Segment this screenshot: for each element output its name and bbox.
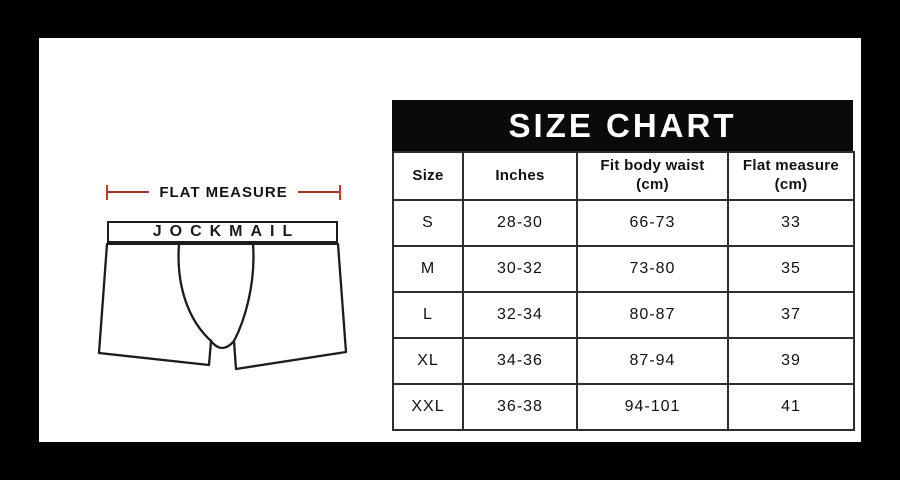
flat-measure-label: FLAT MEASURE xyxy=(159,183,288,201)
flat-measure-cell: 39 xyxy=(727,337,855,385)
table-row-l: L 32-34 80-87 37 xyxy=(392,291,855,339)
measure-tick-left xyxy=(106,184,108,200)
size-cell: S xyxy=(392,199,464,247)
waistband: JOCKMAIL xyxy=(107,221,338,245)
fit-body-waist-cell: 66-73 xyxy=(576,199,729,247)
size-chart-title: SIZE CHART xyxy=(392,100,853,151)
col-header-flat-measure: Flat measure (cm) xyxy=(727,151,855,201)
size-chart-table: Size Inches Fit body waist (cm) Flat mea… xyxy=(392,151,855,431)
flat-measure-cell: 41 xyxy=(727,383,855,431)
table-row-xxl: XXL 36-38 94-101 41 xyxy=(392,383,855,431)
measure-tick-right xyxy=(339,184,342,200)
inches-cell: 34-36 xyxy=(462,337,578,385)
col-header-size: Size xyxy=(392,151,464,201)
measure-line-left xyxy=(108,191,150,193)
boxer-briefs-drawing-icon xyxy=(97,243,348,371)
size-cell: XL xyxy=(392,337,464,385)
table-row-m: M 30-32 73-80 35 xyxy=(392,245,855,293)
flat-measure-cell: 33 xyxy=(727,199,855,247)
size-cell: L xyxy=(392,291,464,339)
table-row-s: S 28-30 66-73 33 xyxy=(392,199,855,247)
header-row: Size Inches Fit body waist (cm) Flat mea… xyxy=(392,151,855,201)
col-header-fit-body-waist: Fit body waist (cm) xyxy=(576,151,729,201)
flat-measure-annotation: FLAT MEASURE xyxy=(106,183,342,201)
inches-cell: 30-32 xyxy=(462,245,578,293)
size-cell: M xyxy=(392,245,464,293)
fit-body-waist-cell: 94-101 xyxy=(576,383,729,431)
brand-logo-text: JOCKMAIL xyxy=(152,223,301,240)
flat-measure-cell: 37 xyxy=(727,291,855,339)
col-header-inches: Inches xyxy=(462,151,578,201)
table-row-xl: XL 34-36 87-94 39 xyxy=(392,337,855,385)
flat-measure-cell: 35 xyxy=(727,245,855,293)
inches-cell: 28-30 xyxy=(462,199,578,247)
size-cell: XXL xyxy=(392,383,464,431)
content-area: FLAT MEASURE JOCKMAIL SIZE CHART Size xyxy=(39,38,861,442)
measure-line-right xyxy=(297,191,340,193)
fit-body-waist-cell: 80-87 xyxy=(576,291,729,339)
inches-cell: 36-38 xyxy=(462,383,578,431)
inches-cell: 32-34 xyxy=(462,291,578,339)
fit-body-waist-cell: 87-94 xyxy=(576,337,729,385)
fit-body-waist-cell: 73-80 xyxy=(576,245,729,293)
